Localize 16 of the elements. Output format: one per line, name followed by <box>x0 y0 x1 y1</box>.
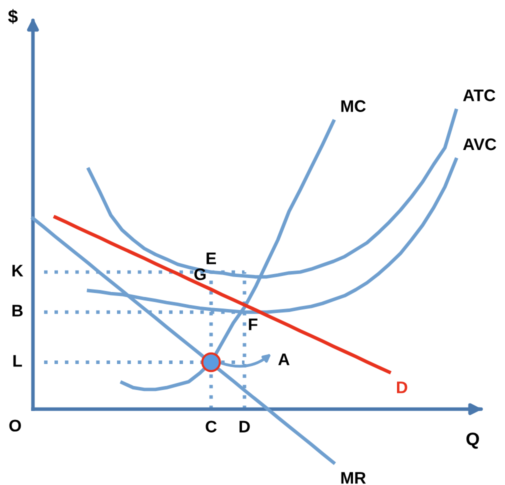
series-label: MR <box>341 472 366 484</box>
x-axis-title: Q <box>466 432 479 449</box>
ref-line-label: L <box>13 355 22 367</box>
series-label: D <box>397 382 408 394</box>
series-label: MC <box>341 100 366 112</box>
series-label: AVC <box>463 138 496 150</box>
ref-line-label: B <box>12 304 23 316</box>
annotation: E <box>206 252 216 264</box>
x-tick-label: C <box>206 420 217 432</box>
series-label: ATC <box>463 89 496 102</box>
annotation: G <box>194 268 206 280</box>
annotation: A <box>278 354 290 366</box>
ref-line-label: K <box>12 264 24 276</box>
text: $ <box>8 9 18 24</box>
annotation: F <box>248 318 258 330</box>
text: O <box>9 420 21 432</box>
